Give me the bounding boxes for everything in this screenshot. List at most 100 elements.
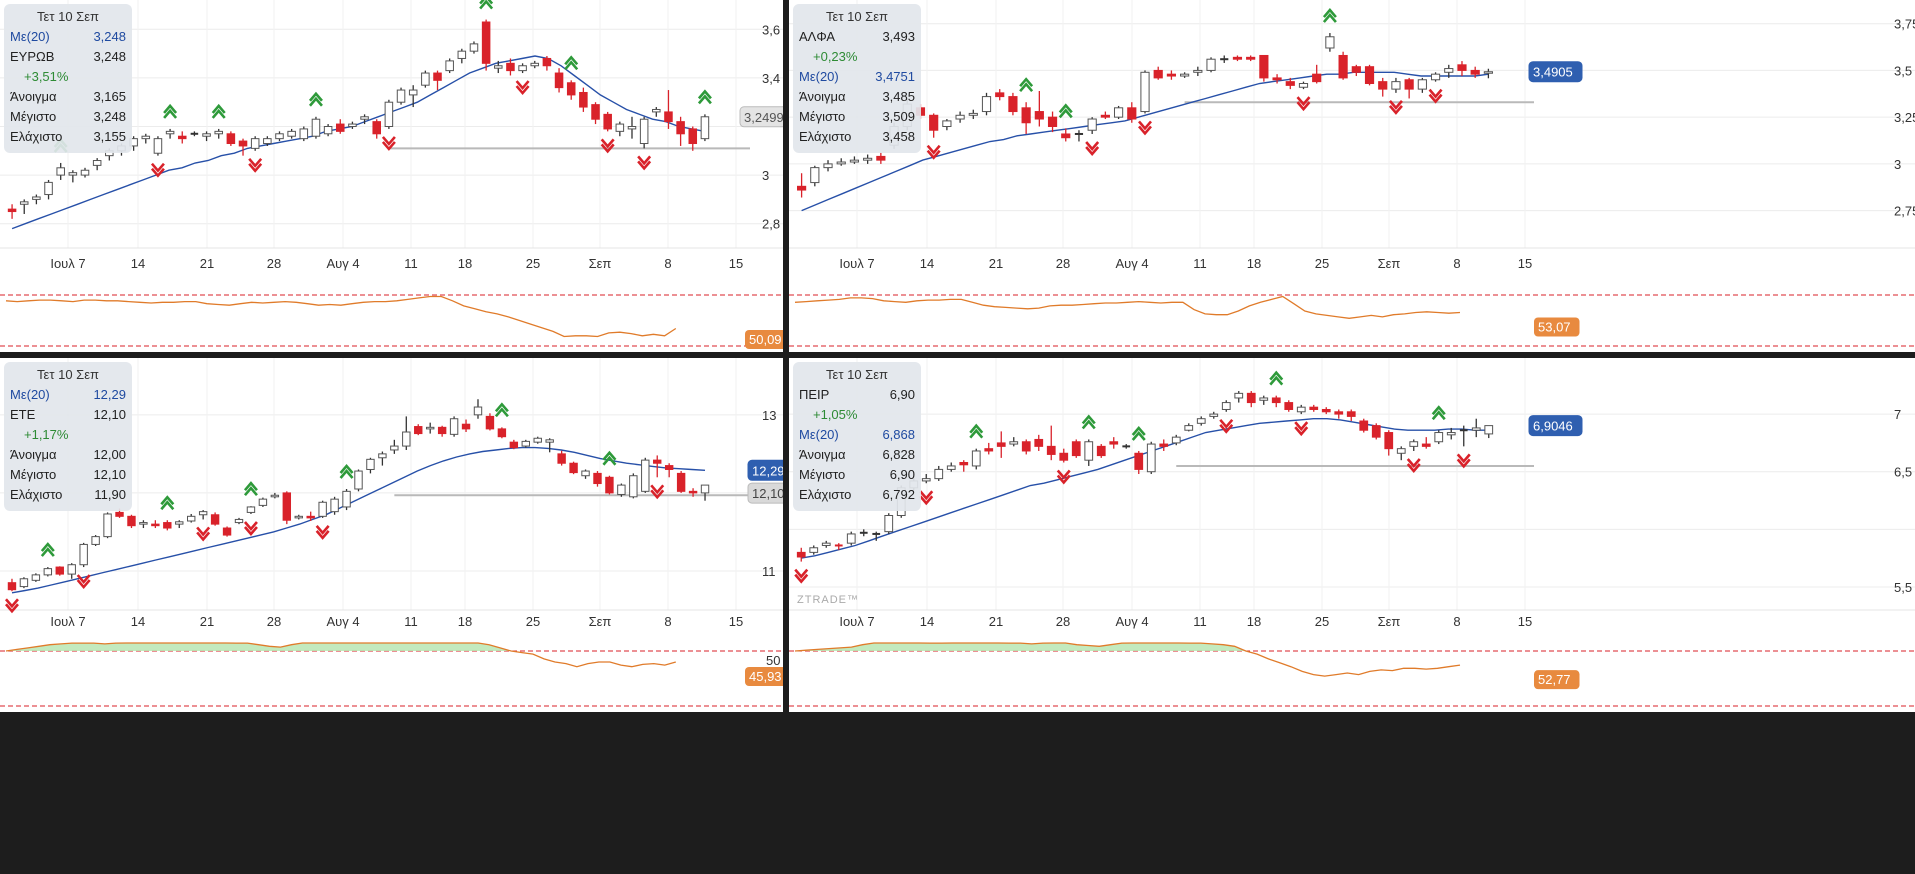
y-tick-label: 3,4 (762, 71, 780, 86)
candle-body (151, 523, 160, 527)
x-tick-label: Αυγ 4 (326, 614, 359, 629)
candle-body (605, 476, 614, 494)
info-row: Ελάχιστο 11,90 (10, 485, 126, 505)
info-row: +3,51% (10, 67, 126, 87)
chart-svg: 13 11 12,29 12,10 Ιουλ 7 14 21 28 Αυγ 4 11 18 25 Σεπ… (0, 358, 783, 707)
info-row: Με(20) 6,868 (799, 425, 915, 445)
info-row: +0,23% (799, 47, 915, 67)
candle-body (1246, 56, 1256, 60)
info-value: 3,248 (93, 109, 126, 124)
chart-panel-peir[interactable]: 7 6,5 5,5 6,9046 Ιουλ 7 14 21 28 Αυγ 4 11 18 25 Σεπ 8… (789, 358, 1915, 712)
candle-body (1009, 441, 1019, 445)
candle-body (884, 515, 894, 533)
candle-body (579, 91, 588, 108)
buy-signal-icon (160, 495, 175, 511)
candle-body (821, 542, 831, 546)
candle-body (1396, 448, 1406, 454)
candle-body (981, 96, 992, 113)
candle-body (258, 498, 268, 506)
candle-body (445, 60, 454, 72)
candle-body (1312, 73, 1322, 83)
rsi-tag-bg (1534, 317, 1580, 337)
candle-body (210, 514, 220, 525)
info-row: Μέγιστο 12,10 (10, 465, 126, 485)
quote-info-box: Τετ 10 Σεπ Με(20) 3,248 ΕΥΡΩΒ 3,248 +3,51% Άνο… (4, 4, 132, 153)
candle-body (92, 160, 102, 166)
candle-body (1196, 418, 1206, 424)
candle-body (342, 490, 351, 508)
date-label: Τετ 10 Σεπ (37, 367, 99, 382)
price-tag-last: 12,10 (752, 486, 783, 501)
candle-body (506, 62, 515, 72)
candle-body (198, 511, 208, 516)
info-value: 12,10 (93, 407, 126, 422)
buy-signal-icon (1322, 8, 1337, 23)
candle-body (202, 133, 211, 137)
candle-body (1232, 56, 1243, 60)
price-tag-last-bg (739, 106, 783, 128)
candle-body (67, 564, 76, 575)
sell-signal-icon (1428, 88, 1443, 104)
sell-signal-icon (243, 521, 258, 536)
sell-signal-icon (150, 162, 165, 178)
candle-body (1180, 73, 1190, 77)
sell-signal-icon (4, 598, 19, 614)
chart-panel-ete[interactable]: 13 11 12,29 12,10 Ιουλ 7 14 21 28 Αυγ 4 11 18 25 Σεπ… (0, 358, 783, 712)
candle-body (1061, 133, 1071, 139)
rsi-mid-label: 50 (766, 653, 780, 668)
candle-body (306, 515, 315, 519)
candle-body (581, 470, 590, 477)
candle-body (688, 128, 698, 145)
info-row: +1,17% (10, 425, 126, 445)
info-row: Με(20) 3,4751 (799, 67, 915, 87)
candle-body (797, 185, 807, 191)
candle-body (1417, 79, 1427, 90)
x-tick-label: Σεπ (1378, 256, 1401, 271)
info-row: Μέγιστο 3,248 (10, 107, 126, 127)
candle-body (222, 527, 232, 536)
x-tick-label: 28 (267, 614, 281, 629)
candle-body (1346, 411, 1356, 417)
x-tick-label: 28 (1056, 256, 1070, 271)
candle-body (700, 484, 710, 494)
candle-body (929, 114, 939, 131)
info-value: 3,485 (882, 89, 915, 104)
x-tick-label: 15 (1518, 256, 1532, 271)
candle-body (1046, 445, 1056, 455)
candle-body (7, 208, 17, 213)
sell-signal-icon (1138, 120, 1152, 136)
candle-body (542, 57, 552, 67)
candle-body (1234, 392, 1244, 399)
buy-signal-icon (1019, 77, 1034, 93)
candle-body (1259, 397, 1269, 401)
x-tick-label: Ιουλ 7 (50, 256, 85, 271)
chart-panel-alfa[interactable]: 3,75 3,5 3,25 3 2,75 3,4905 Ιουλ 7 14 21 28 Αυγ 4 1… (789, 0, 1915, 352)
chart-panel-evrov[interactable]: 3,6 3,4 3 2,8 3,2499 Ιουλ 7 14 21 28 Αυγ 4 11 18 25 Σ… (0, 0, 783, 352)
candle-body (1421, 443, 1431, 447)
candle-body (1271, 397, 1281, 404)
candle-body (1206, 58, 1216, 71)
candle-body (19, 201, 29, 205)
info-label: ΠΕΙΡ (799, 387, 830, 402)
x-tick-label: 21 (200, 256, 214, 271)
candle-body (275, 133, 284, 140)
info-value: 3,248 (93, 29, 126, 44)
candle-body (1272, 77, 1282, 81)
candle-body (187, 515, 196, 522)
x-tick-label: 8 (1453, 256, 1460, 271)
buy-signal-icon (1269, 370, 1284, 386)
x-tick-label: 25 (526, 614, 540, 629)
candle-body (676, 121, 685, 135)
x-tick-label: Αυγ 4 (1115, 256, 1148, 271)
y-tick-label: 2,75 (1894, 204, 1915, 219)
info-label: Άνοιγμα (799, 89, 846, 104)
candle-body (384, 101, 394, 127)
sell-signal-icon (1056, 469, 1071, 485)
quote-info-box: Τετ 10 Σεπ ΑΛΦΑ 3,493 +0,23% Με(20) 3,4751 Άνο… (793, 4, 921, 153)
y-tick-label: 3 (762, 168, 769, 183)
candle-body (1334, 411, 1344, 415)
candle-body (115, 511, 124, 517)
x-tick-label: 28 (267, 256, 281, 271)
candle-body (688, 490, 698, 494)
candle-body (652, 108, 661, 113)
